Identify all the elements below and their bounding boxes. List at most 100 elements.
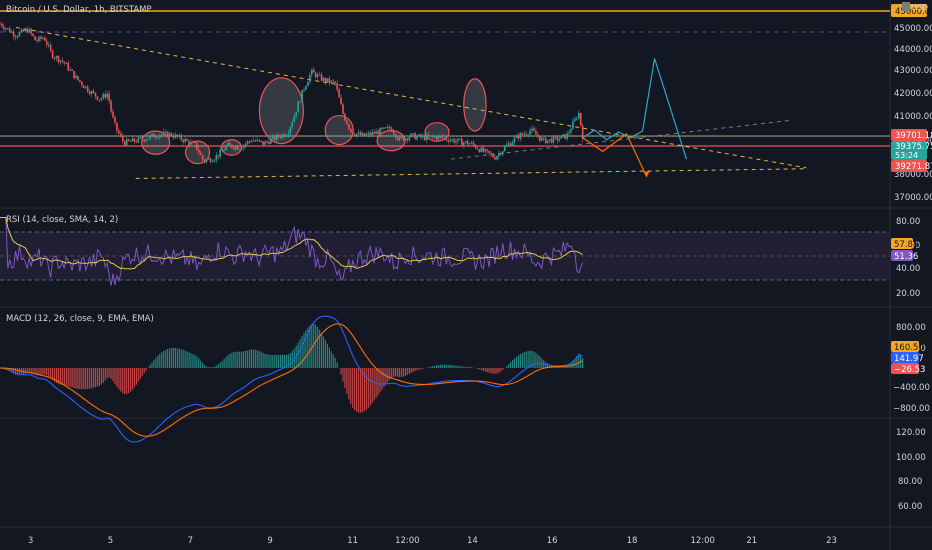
candle-body xyxy=(141,137,144,140)
candle-body xyxy=(196,142,198,150)
candle-body xyxy=(474,145,477,149)
candle-body xyxy=(505,144,508,147)
candle-body xyxy=(548,138,551,141)
candlesticks[interactable] xyxy=(0,21,584,164)
candle-body xyxy=(240,148,243,150)
time-axis: 3 5 7 9 11 12:00 14 16 18 12:00 21 23 xyxy=(28,536,837,546)
candle-body xyxy=(348,124,350,129)
rsi-line xyxy=(0,217,584,286)
candle-body xyxy=(447,139,450,142)
candle-body xyxy=(73,70,75,79)
extra-tick: 120.00 xyxy=(896,428,926,438)
price-badges: 45000.00 39701.18 39375.75 53:24 39271.8… xyxy=(891,4,932,375)
candle-body xyxy=(139,137,142,139)
candle-body xyxy=(287,133,290,136)
upper-red-badge xyxy=(891,129,927,141)
candle-body xyxy=(344,113,346,121)
candle-body xyxy=(334,81,336,84)
candle-body xyxy=(120,133,122,136)
candle-body xyxy=(272,136,274,139)
candle-body xyxy=(12,31,15,37)
candle-body xyxy=(211,161,214,163)
candle-body xyxy=(235,146,237,150)
candle-body xyxy=(110,100,112,112)
candle-body xyxy=(227,142,229,147)
candle-body xyxy=(194,142,196,144)
candle-body xyxy=(299,101,301,103)
candle-body xyxy=(523,133,526,135)
candle-body xyxy=(392,131,395,135)
candle-body xyxy=(322,77,325,81)
candle-body xyxy=(270,138,272,144)
candle-body xyxy=(147,138,149,140)
candle-body xyxy=(26,28,29,33)
candle-body xyxy=(381,128,383,130)
candle-body xyxy=(369,132,372,136)
current-price-badge xyxy=(891,141,927,160)
candle-body xyxy=(112,111,114,118)
candle-body xyxy=(342,104,344,114)
candle-body xyxy=(400,137,403,139)
candle-body xyxy=(67,62,70,71)
lock-icon[interactable] xyxy=(902,2,910,11)
candle-body xyxy=(513,137,516,143)
candle-body xyxy=(55,56,58,59)
candle-body xyxy=(464,141,467,143)
candle-body xyxy=(435,136,438,140)
candle-body xyxy=(404,138,407,141)
candle-body xyxy=(176,134,179,137)
candle-body xyxy=(254,140,257,142)
candle-body xyxy=(77,75,79,80)
candle-body xyxy=(349,128,352,133)
candle-body xyxy=(355,133,358,136)
candle-body xyxy=(396,137,399,140)
time-tick: 12:00 xyxy=(690,536,715,546)
time-tick: 18 xyxy=(627,536,638,546)
candle-body xyxy=(190,141,192,145)
time-tick: 3 xyxy=(28,536,33,546)
candle-body xyxy=(129,140,132,142)
candle-body xyxy=(486,149,488,151)
candle-body xyxy=(10,31,13,33)
candle-body xyxy=(478,149,481,153)
candle-body xyxy=(414,133,416,140)
currency-label[interactable]: USD xyxy=(911,3,928,12)
candle-body xyxy=(550,138,553,143)
candle-body xyxy=(289,126,292,134)
candle-body xyxy=(170,133,173,137)
candle-body xyxy=(106,93,108,98)
candle-body xyxy=(385,127,387,129)
candle-body xyxy=(379,128,381,135)
rsi-sma-line xyxy=(0,217,583,270)
candle-body xyxy=(252,140,255,142)
candle-body xyxy=(233,147,235,150)
candle-body xyxy=(213,160,216,162)
time-tick: 5 xyxy=(108,536,113,546)
candle-body xyxy=(484,149,487,152)
candle-body xyxy=(28,28,31,33)
candle-body xyxy=(420,134,422,138)
trendlines[interactable] xyxy=(15,26,807,179)
candle-body xyxy=(312,69,315,73)
candle-body xyxy=(572,121,574,130)
candle-body xyxy=(554,136,557,138)
candle-body xyxy=(398,137,401,140)
candle-body xyxy=(422,136,424,138)
candle-body xyxy=(470,142,473,144)
candle-body xyxy=(102,94,105,99)
candle-body xyxy=(96,96,99,100)
candle-body xyxy=(449,140,451,142)
candle-body xyxy=(42,37,44,39)
candle-body xyxy=(20,29,23,33)
candle-body xyxy=(496,156,498,160)
candle-body xyxy=(40,36,42,39)
candle-body xyxy=(116,122,118,131)
candle-body xyxy=(24,28,27,32)
candle-body xyxy=(500,153,502,155)
candle-body xyxy=(418,134,420,137)
candle-body xyxy=(427,134,430,137)
candle-body xyxy=(104,94,107,98)
projection-paths[interactable] xyxy=(0,58,890,178)
candle-body xyxy=(279,137,282,139)
